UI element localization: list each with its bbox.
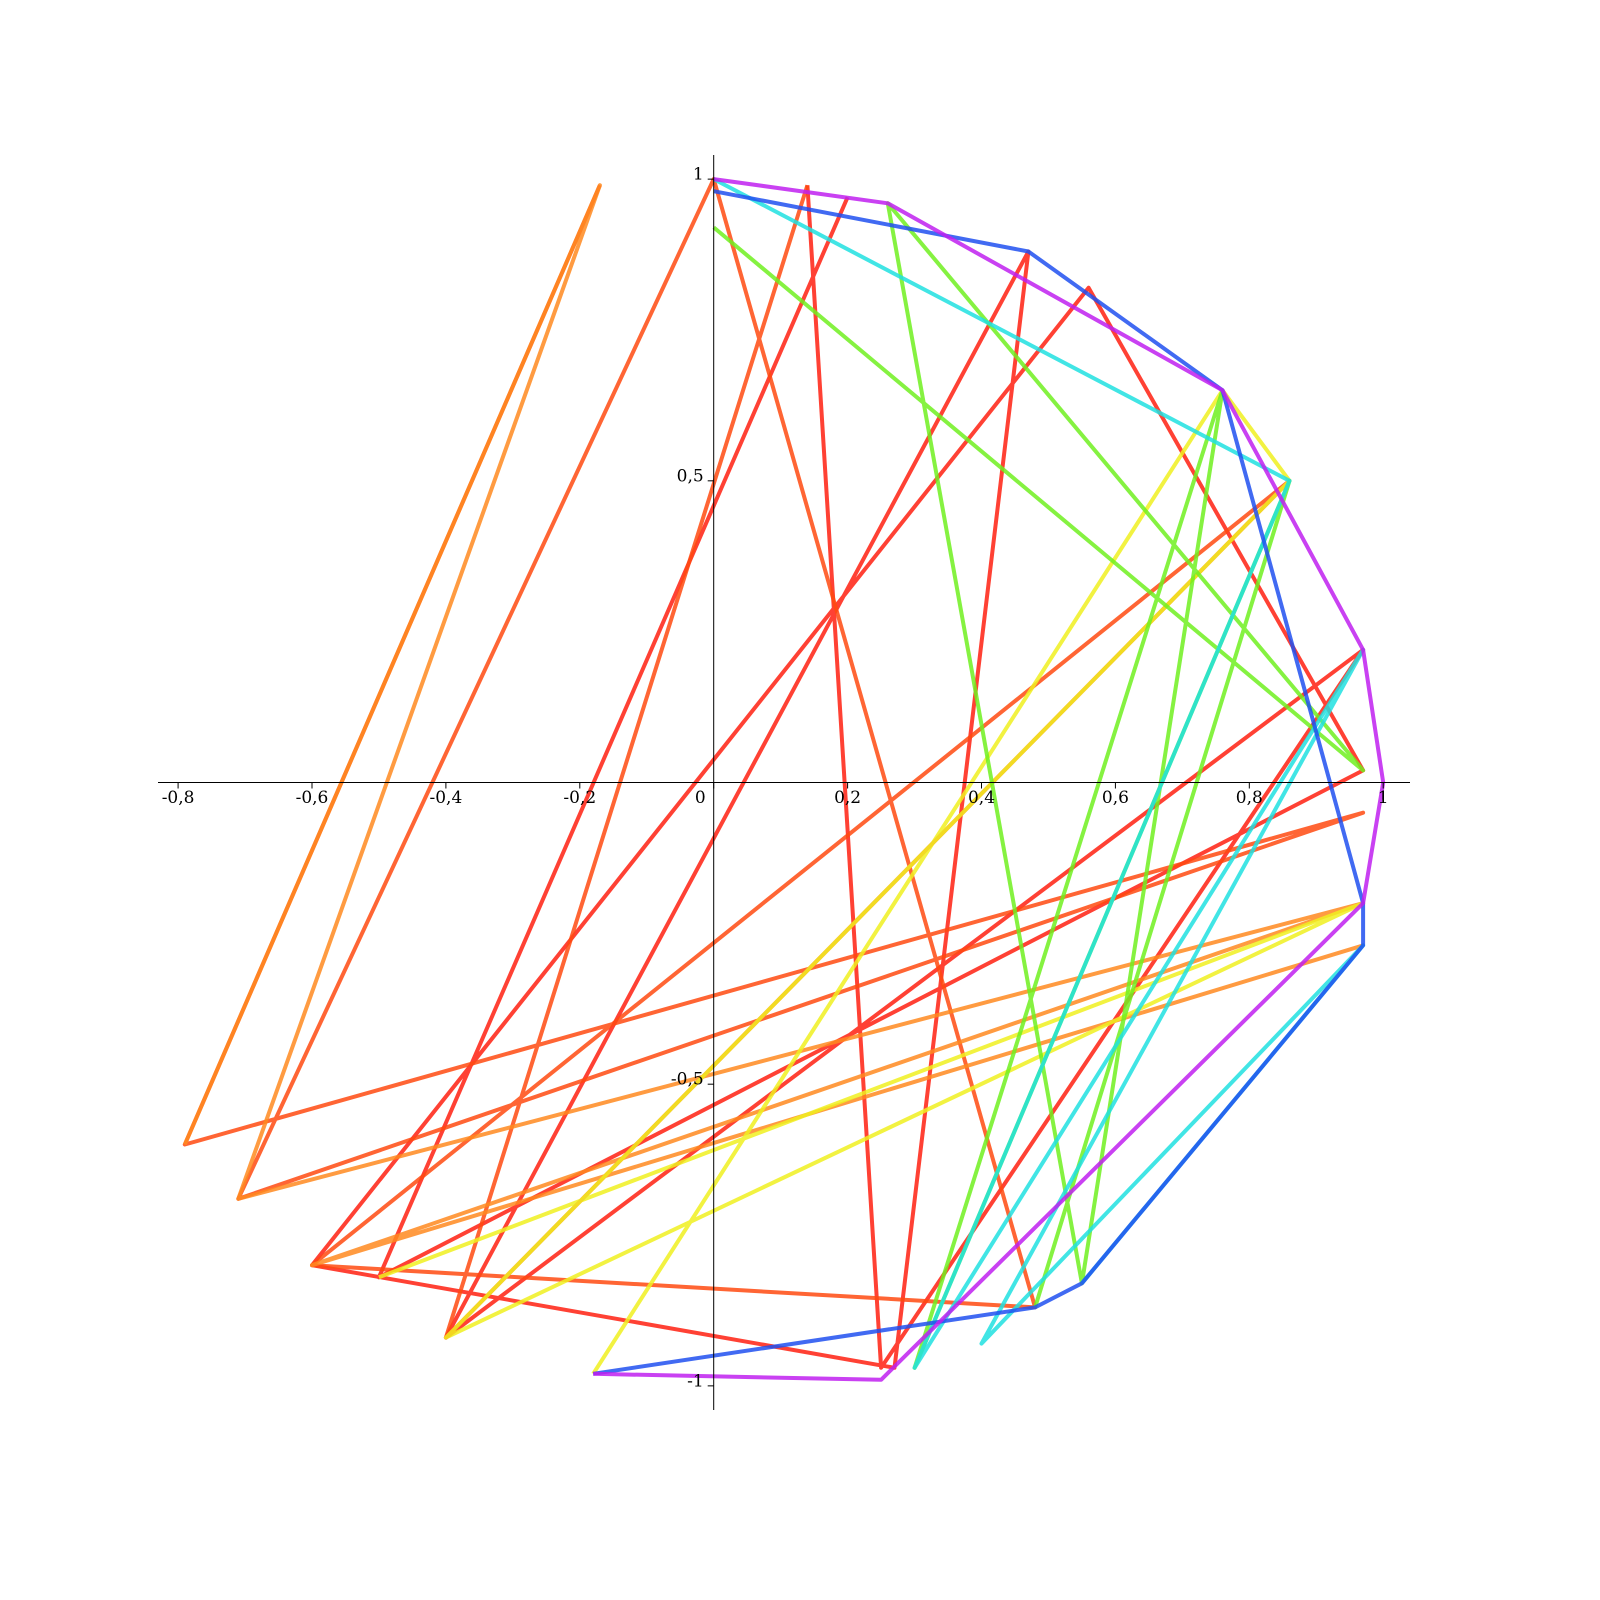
- curve: [310, 185, 1366, 1370]
- x-tick-label: -0,4: [430, 788, 463, 808]
- curve: [378, 388, 1366, 1375]
- y-tick-label: -1: [687, 1371, 704, 1391]
- y-tick-label: 1: [693, 165, 704, 185]
- curve: [712, 177, 1366, 1370]
- curve: [712, 201, 1366, 1370]
- x-tick-label: 0,2: [834, 788, 861, 808]
- curve: [592, 189, 1366, 1376]
- x-tick-label: -0,6: [296, 788, 329, 808]
- x-tick-label: 0: [695, 788, 706, 808]
- y-tick-label: 0,5: [677, 466, 704, 486]
- x-tick-label: 0,8: [1236, 788, 1263, 808]
- x-tick-label: 1: [1378, 788, 1389, 808]
- x-tick-label: 0,4: [968, 788, 995, 808]
- x-tick-label: -0,2: [563, 788, 596, 808]
- x-tick-label: -0,8: [162, 788, 195, 808]
- x-tick-label: 0,6: [1102, 788, 1129, 808]
- y-tick-label: -0,5: [671, 1070, 704, 1090]
- curve: [593, 177, 1386, 1382]
- curve: [182, 177, 1366, 1340]
